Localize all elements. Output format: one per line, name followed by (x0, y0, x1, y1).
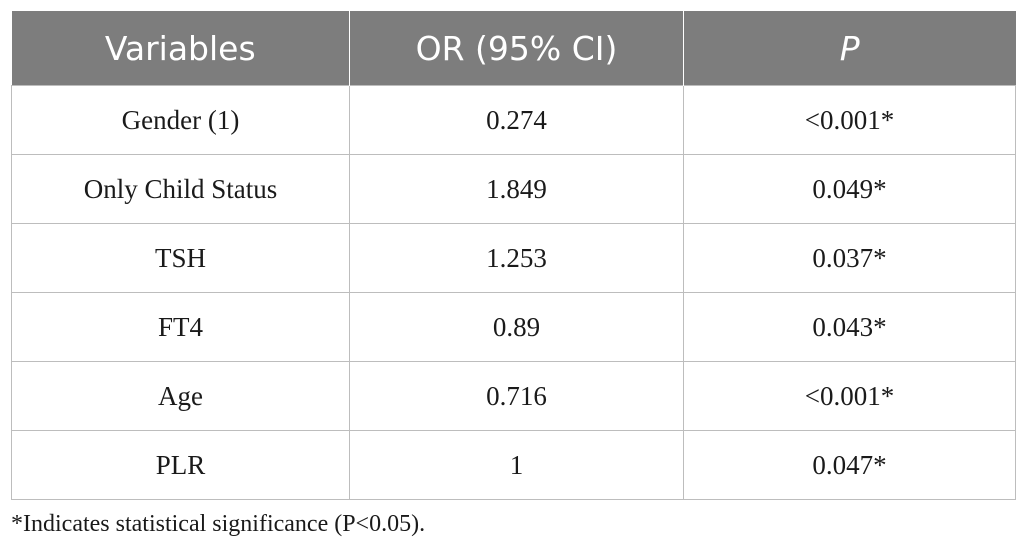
table-row: PLR 1 0.047* (11, 430, 1016, 500)
cell-p-value: 0.047* (683, 430, 1016, 500)
cell-odds-ratio: 0.89 (349, 292, 684, 362)
cell-odds-ratio: 1 (349, 430, 684, 500)
cell-odds-ratio: 0.716 (349, 361, 684, 431)
significance-footnote: *Indicates statistical significance (P<0… (11, 511, 426, 537)
cell-p-value: 0.037* (683, 223, 1016, 293)
cell-variable: FT4 (11, 292, 350, 362)
table-row: Only Child Status 1.849 0.049* (11, 154, 1016, 224)
header-variables: Variables (11, 11, 350, 86)
cell-p-value: <0.001* (683, 85, 1016, 155)
cell-odds-ratio: 0.274 (349, 85, 684, 155)
cell-p-value: 0.049* (683, 154, 1016, 224)
cell-variable: Only Child Status (11, 154, 350, 224)
results-table-container: Variables OR (95% CI) P Gender (1) 0.274… (11, 11, 1016, 500)
table-row: TSH 1.253 0.037* (11, 223, 1016, 293)
table-header-row: Variables OR (95% CI) P (11, 11, 1016, 86)
cell-odds-ratio: 1.849 (349, 154, 684, 224)
table-row: FT4 0.89 0.043* (11, 292, 1016, 362)
cell-p-value: <0.001* (683, 361, 1016, 431)
cell-variable: Gender (1) (11, 85, 350, 155)
cell-variable: PLR (11, 430, 350, 500)
cell-p-value: 0.043* (683, 292, 1016, 362)
table-row: Age 0.716 <0.001* (11, 361, 1016, 431)
table-row: Gender (1) 0.274 <0.001* (11, 85, 1016, 155)
header-odds-ratio: OR (95% CI) (349, 11, 684, 86)
cell-variable: TSH (11, 223, 350, 293)
results-table: Variables OR (95% CI) P Gender (1) 0.274… (11, 11, 1016, 500)
cell-odds-ratio: 1.253 (349, 223, 684, 293)
cell-variable: Age (11, 361, 350, 431)
header-p-value: P (683, 11, 1016, 86)
